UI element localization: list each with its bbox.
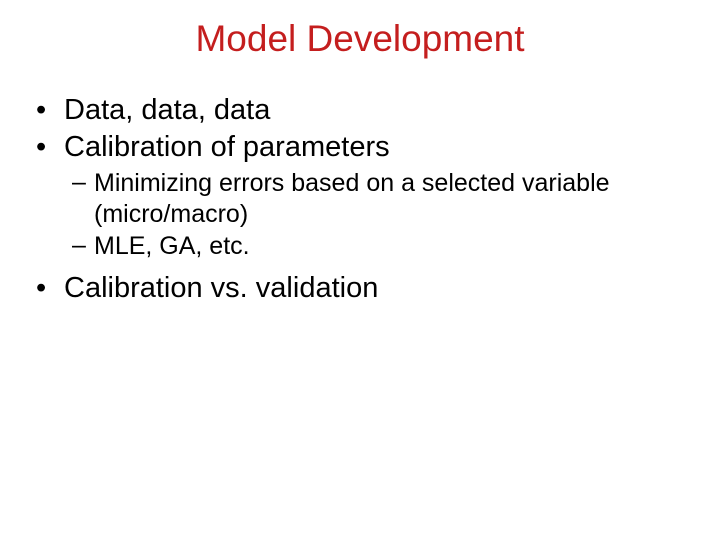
bullet-l2: – Minimizing errors based on a selected … bbox=[72, 168, 700, 229]
bullet-text: Calibration vs. validation bbox=[64, 272, 700, 305]
bullet-text: Data, data, data bbox=[64, 94, 700, 127]
spacer bbox=[34, 264, 700, 272]
slide: Model Development • Data, data, data • C… bbox=[0, 0, 720, 540]
bullet-text: Calibration of parameters bbox=[64, 131, 700, 164]
bullet-marker: • bbox=[34, 94, 64, 127]
bullet-l2: – MLE, GA, etc. bbox=[72, 231, 700, 262]
bullet-text: MLE, GA, etc. bbox=[94, 231, 700, 262]
bullet-text: Minimizing errors based on a selected va… bbox=[94, 168, 700, 229]
bullet-l1: • Calibration of parameters bbox=[34, 131, 700, 164]
bullet-marker: – bbox=[72, 168, 94, 197]
bullet-l1: • Data, data, data bbox=[34, 94, 700, 127]
bullet-marker: – bbox=[72, 231, 94, 260]
bullet-marker: • bbox=[34, 272, 64, 305]
slide-title: Model Development bbox=[0, 18, 720, 60]
bullet-l1: • Calibration vs. validation bbox=[34, 272, 700, 305]
bullet-marker: • bbox=[34, 131, 64, 164]
slide-body: • Data, data, data • Calibration of para… bbox=[0, 94, 720, 305]
